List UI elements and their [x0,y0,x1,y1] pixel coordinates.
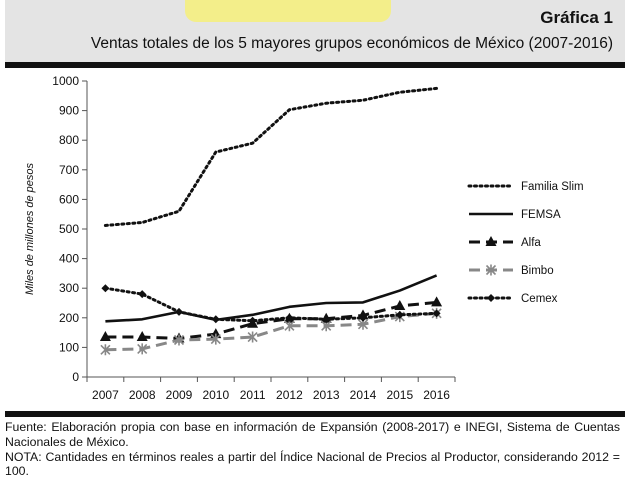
legend-marker-bimbo [485,264,497,276]
legend-marker-cemex [487,294,495,302]
y-axis-title: Miles de millones de pesos [24,162,36,295]
legend-label-femsa: FEMSA [521,209,561,221]
figure-title: Ventas totales de los 5 mayores grupos e… [90,35,613,52]
source-note: Fuente: Elaboración propia con base en i… [5,420,620,449]
highlight-mark [185,0,391,22]
data-point-alfa [136,331,148,342]
series-line-bimbo [105,311,437,352]
y-tick-label: 300 [59,281,79,295]
x-tick-label: 2007 [92,388,119,402]
line-chart: 0 100 200 300 400 500 600 700 800 900 1000 2007 2008… [24,74,584,402]
data-point-cemex [248,316,257,325]
data-point-bimbo [173,334,185,346]
figure-notes: Fuente: Elaboración propia con base en i… [5,420,620,479]
series-line-alfa [105,300,437,341]
legend-label-cemex: Cemex [521,293,558,305]
y-tick-label: 900 [59,104,79,118]
methodology-note: NOTA: Cantidades en términos reales a pa… [5,449,620,479]
y-tick-label: 200 [59,311,79,325]
series-line-femsa [105,274,438,323]
data-point-cemex [395,310,404,319]
x-tick-label: 2010 [202,388,229,402]
y-tick-label: 700 [59,163,79,177]
data-point-cemex [211,315,220,324]
data-point-bimbo [247,331,258,343]
data-point-cemex [285,313,294,322]
y-tick-label: 100 [59,340,79,354]
figure-label: Gráfica 1 [540,8,613,27]
x-tick-label: 2008 [129,388,156,402]
legend-label-bimbo: Bimbo [521,265,554,277]
series-line-cemex [103,286,439,323]
x-tick-label: 2011 [240,388,266,402]
series-line-familia-slim [103,86,439,227]
data-point-cemex [138,290,147,299]
y-tick-label: 0 [72,370,79,384]
data-point-cemex [432,309,441,318]
y-tick-label: 400 [59,252,79,266]
data-point-bimbo [100,344,111,356]
data-point-alfa [431,296,443,307]
x-tick-label: 2009 [166,388,193,402]
data-point-cemex [101,284,110,293]
x-tick-label: 2015 [386,388,413,402]
y-tick-label: 1000 [52,74,79,88]
data-point-bimbo [210,333,221,345]
y-tick-label: 500 [59,222,79,236]
data-point-cemex [359,313,367,322]
x-tick-label: 2014 [350,388,377,402]
data-point-cemex [175,307,183,316]
data-point-bimbo [284,320,295,332]
x-tick-label: 2013 [313,388,340,402]
data-point-alfa [99,331,111,342]
x-tick-label: 2012 [276,388,303,402]
legend-label-alfa: Alfa [521,237,541,249]
top-rule [5,62,625,68]
y-tick-label: 600 [59,192,79,206]
y-tick-label: 800 [59,133,79,147]
figure-header: Gráfica 1 Ventas totales de los 5 mayore… [5,0,625,62]
bottom-rule [5,411,625,417]
data-point-alfa [394,299,406,310]
legend-marker-alfa [485,236,497,246]
legend-label-familia-slim: Familia Slim [521,181,584,193]
x-tick-label: 2016 [423,388,450,402]
data-point-cemex [322,315,331,324]
data-point-bimbo [137,343,148,355]
